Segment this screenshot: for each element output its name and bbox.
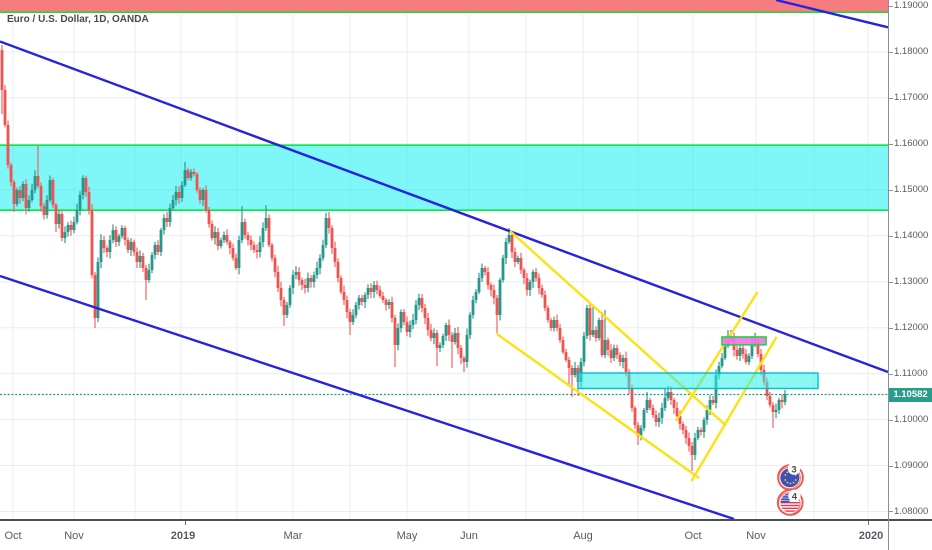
svg-text:3: 3 [791,464,796,475]
svg-text:4: 4 [792,492,798,503]
